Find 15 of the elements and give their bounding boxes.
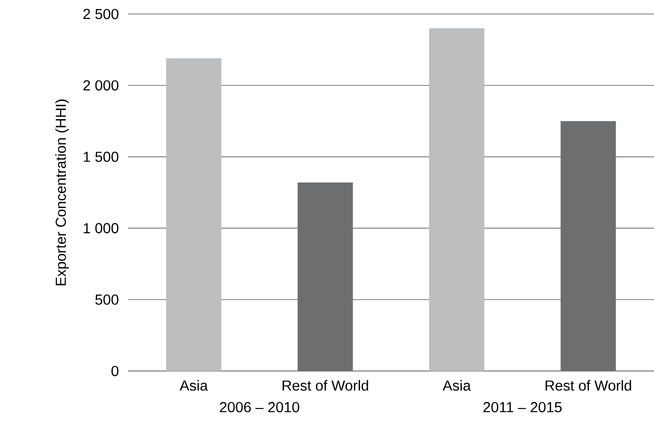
y-axis-title: Exporter Concentration (HHI) bbox=[55, 100, 69, 286]
text: Asia bbox=[442, 380, 471, 391]
series-label: Asia bbox=[180, 380, 208, 391]
x-tick-label: 2006 – 2010 bbox=[220, 402, 300, 412]
y-tick-label: 2 500 bbox=[83, 8, 118, 20]
x-tick-label: 2011 – 2015 bbox=[483, 402, 562, 412]
y-tick-label: 0 bbox=[111, 366, 118, 376]
y-tick-label: 1 000 bbox=[84, 223, 118, 234]
bar bbox=[166, 58, 222, 371]
y-tick-label: 2 000 bbox=[83, 80, 118, 91]
y-tick-label: 500 bbox=[95, 294, 118, 305]
y-tick-label: 1 500 bbox=[84, 152, 118, 162]
text: Rest of World bbox=[546, 380, 632, 391]
bar bbox=[429, 28, 484, 371]
series-label: Rest of World bbox=[282, 380, 368, 391]
